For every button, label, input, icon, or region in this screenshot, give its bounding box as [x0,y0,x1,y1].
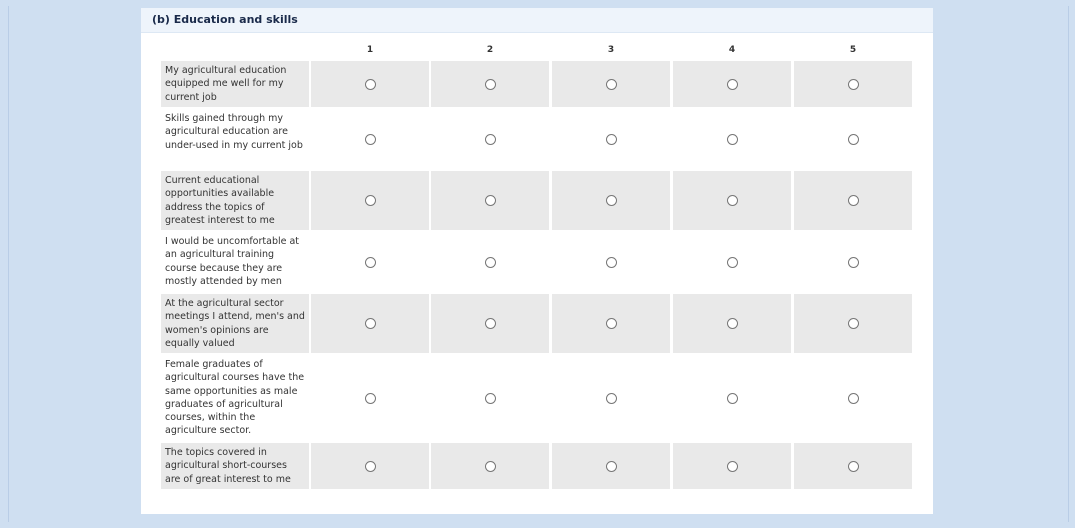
radio-button[interactable] [605,318,617,329]
radio-button[interactable] [484,392,496,404]
radio-button[interactable] [726,460,738,472]
radio-button[interactable] [364,392,376,404]
radio-button[interactable] [605,460,617,472]
radio-button[interactable] [364,318,376,329]
column-header: 5 [849,45,857,55]
radio-button[interactable] [726,256,738,268]
survey-panel: (b) Education and skills 1 2 3 4 5 My agricul… [141,8,933,514]
radio-button[interactable] [484,256,496,268]
radio-button[interactable] [726,392,738,404]
column-header: 2 [486,45,494,55]
radio-button[interactable] [847,460,859,472]
radio-button[interactable] [484,318,496,329]
question-label: Female graduates of agricultural courses… [161,355,309,441]
radio-button[interactable] [605,195,617,206]
radio-button[interactable] [847,133,859,145]
radio-button[interactable] [726,78,738,90]
question-label: Skills gained through my agricultural ed… [161,109,309,169]
column-header: 1 [366,45,374,55]
question-label: Current educational opportunities availa… [161,171,309,230]
radio-button[interactable] [847,318,859,329]
column-header: 4 [728,45,736,55]
radio-button[interactable] [484,133,496,145]
radio-button[interactable] [484,78,496,90]
column-header: 3 [607,45,615,55]
radio-button[interactable] [726,133,738,145]
radio-button[interactable] [605,133,617,145]
section-header: (b) Education and skills [141,8,933,33]
question-label: At the agricultural sector meetings I at… [161,294,309,353]
radio-button[interactable] [364,195,376,206]
radio-button[interactable] [364,133,376,145]
radio-button[interactable] [726,318,738,329]
question-label: The topics covered in agricultural short… [161,443,309,489]
radio-button[interactable] [847,195,859,206]
radio-button[interactable] [605,392,617,404]
radio-button[interactable] [605,78,617,90]
radio-button[interactable] [847,392,859,404]
radio-button[interactable] [847,256,859,268]
question-label: My agricultural education equipped me we… [161,61,309,107]
radio-button[interactable] [364,78,376,90]
radio-button[interactable] [847,78,859,90]
radio-button[interactable] [364,256,376,268]
section-title: (b) Education and skills [152,13,298,26]
radio-button[interactable] [484,195,496,206]
radio-button[interactable] [364,460,376,472]
radio-button[interactable] [484,460,496,472]
question-label: I would be uncomfortable at an agricultu… [161,232,309,292]
radio-button[interactable] [605,256,617,268]
radio-button[interactable] [726,195,738,206]
